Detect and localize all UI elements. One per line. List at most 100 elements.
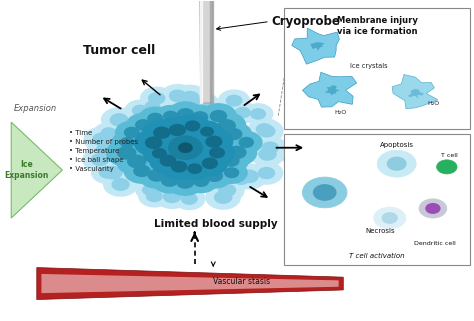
Circle shape: [216, 122, 251, 146]
Circle shape: [250, 120, 283, 143]
Circle shape: [117, 148, 157, 175]
Circle shape: [152, 168, 188, 193]
Circle shape: [230, 132, 262, 153]
Circle shape: [172, 161, 187, 172]
Circle shape: [250, 143, 284, 166]
Circle shape: [231, 164, 267, 189]
Circle shape: [149, 93, 165, 104]
Text: Expansion: Expansion: [14, 104, 57, 113]
Circle shape: [214, 149, 248, 173]
Circle shape: [167, 102, 204, 127]
Circle shape: [170, 125, 185, 135]
Circle shape: [160, 155, 176, 166]
Circle shape: [314, 185, 336, 200]
Circle shape: [101, 108, 137, 132]
Circle shape: [116, 121, 148, 143]
Circle shape: [166, 169, 204, 195]
Circle shape: [138, 163, 175, 188]
Circle shape: [177, 177, 194, 188]
Circle shape: [120, 138, 134, 147]
FancyBboxPatch shape: [284, 134, 470, 265]
Circle shape: [201, 127, 213, 136]
Circle shape: [83, 148, 117, 171]
Circle shape: [101, 128, 116, 138]
Circle shape: [112, 179, 129, 190]
Circle shape: [239, 137, 254, 147]
Circle shape: [200, 141, 234, 165]
Circle shape: [259, 148, 276, 160]
Circle shape: [155, 185, 189, 208]
Circle shape: [256, 124, 272, 135]
Circle shape: [93, 133, 110, 145]
Circle shape: [169, 136, 202, 159]
Circle shape: [192, 151, 228, 176]
Circle shape: [387, 157, 406, 170]
Circle shape: [104, 167, 122, 179]
Circle shape: [258, 168, 274, 178]
Circle shape: [226, 129, 242, 140]
Circle shape: [302, 177, 347, 208]
Circle shape: [91, 162, 123, 183]
Circle shape: [218, 120, 235, 132]
Circle shape: [192, 112, 208, 122]
Text: Ice
Expansion: Ice Expansion: [4, 160, 49, 180]
Polygon shape: [200, 0, 213, 103]
Text: H₂O: H₂O: [335, 110, 347, 115]
Circle shape: [182, 194, 197, 204]
Circle shape: [170, 90, 186, 101]
Circle shape: [383, 213, 397, 223]
Circle shape: [143, 120, 181, 146]
Text: Limited blood supply: Limited blood supply: [154, 219, 277, 229]
Text: Dendritic cell: Dendritic cell: [414, 241, 456, 246]
Circle shape: [181, 91, 199, 104]
Circle shape: [189, 93, 219, 114]
Circle shape: [145, 101, 160, 112]
Circle shape: [144, 142, 175, 164]
Polygon shape: [392, 74, 438, 109]
Circle shape: [206, 170, 222, 181]
Circle shape: [125, 100, 155, 121]
Circle shape: [127, 114, 160, 136]
Polygon shape: [302, 72, 356, 107]
Circle shape: [177, 109, 194, 120]
FancyBboxPatch shape: [284, 8, 470, 129]
Circle shape: [228, 146, 246, 159]
Circle shape: [146, 137, 162, 148]
Circle shape: [97, 143, 115, 155]
Polygon shape: [41, 274, 338, 293]
Circle shape: [210, 110, 227, 122]
Circle shape: [194, 176, 209, 186]
Circle shape: [184, 170, 218, 193]
Circle shape: [419, 199, 447, 218]
Circle shape: [91, 154, 109, 165]
Circle shape: [118, 147, 136, 159]
Circle shape: [206, 136, 222, 147]
Circle shape: [188, 164, 201, 173]
Circle shape: [112, 132, 143, 153]
Circle shape: [100, 167, 115, 178]
Circle shape: [155, 106, 186, 127]
Circle shape: [225, 168, 238, 178]
Circle shape: [219, 185, 236, 196]
Circle shape: [223, 155, 239, 166]
Circle shape: [154, 127, 170, 138]
Circle shape: [206, 186, 240, 209]
Text: Membrane injury
via ice formation: Membrane injury via ice formation: [337, 16, 418, 36]
Circle shape: [240, 170, 258, 183]
Circle shape: [124, 159, 160, 183]
Circle shape: [148, 113, 163, 124]
Circle shape: [139, 107, 172, 130]
Circle shape: [146, 191, 162, 202]
Circle shape: [195, 129, 233, 154]
Text: H₂O: H₂O: [428, 100, 440, 106]
Circle shape: [254, 136, 286, 159]
Text: Cryoprobe: Cryoprobe: [271, 15, 340, 28]
Circle shape: [215, 191, 232, 203]
Circle shape: [202, 158, 217, 169]
Circle shape: [426, 204, 440, 213]
Circle shape: [196, 99, 211, 109]
Circle shape: [174, 188, 205, 210]
Circle shape: [185, 121, 200, 131]
Circle shape: [84, 127, 119, 151]
Polygon shape: [325, 85, 340, 95]
